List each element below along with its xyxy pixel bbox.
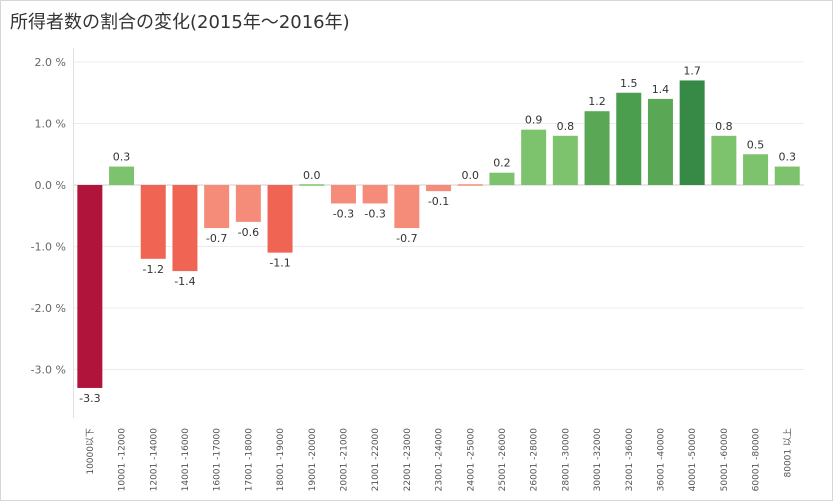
category-label: 10001 -12000 xyxy=(118,428,128,492)
bar xyxy=(77,185,103,388)
data-label: 1.2 xyxy=(588,95,606,108)
y-tick-label: 1.0 % xyxy=(35,118,66,131)
data-label: 0.8 xyxy=(715,120,733,133)
bar xyxy=(426,185,452,192)
category-label: 80001 以上 xyxy=(782,428,793,478)
data-label: -0.6 xyxy=(238,226,259,239)
data-label: 0.0 xyxy=(303,169,321,182)
bar xyxy=(140,185,166,259)
bars xyxy=(77,80,800,388)
y-tick-label: -2.0 % xyxy=(31,302,66,315)
bar xyxy=(647,98,673,185)
y-tick-label: 2.0 % xyxy=(35,56,66,69)
data-label: 0.2 xyxy=(493,157,511,170)
category-label: 21001 -22000 xyxy=(371,428,381,492)
data-label: 1.4 xyxy=(652,83,670,96)
category-label: 17001 -18000 xyxy=(244,428,254,492)
category-label: 24001 -25000 xyxy=(466,428,476,492)
data-label: 1.7 xyxy=(683,64,701,77)
category-label: 60001 -80000 xyxy=(752,428,762,492)
data-label: 0.0 xyxy=(462,169,480,182)
bar xyxy=(679,80,705,185)
category-label: 40001 -50000 xyxy=(688,428,698,492)
category-label: 36001 -40000 xyxy=(656,428,666,492)
bar xyxy=(457,184,483,186)
data-label: 0.5 xyxy=(747,138,765,151)
chart-title: 所得者数の割合の変化(2015年〜2016年) xyxy=(10,12,350,33)
data-labels: -3.3 0.3 -1.2 -1.4 -0.7 -0.6 -1.1 0.0 -0.3 -0.3 -0… xyxy=(79,64,796,405)
category-label: 16001 -17000 xyxy=(213,428,223,492)
data-label: -0.7 xyxy=(396,232,417,245)
bar xyxy=(711,135,737,185)
category-label: 30001 -32000 xyxy=(593,428,603,492)
y-axis-ticks: 2.0 % 1.0 % 0.0 % -1.0 % -2.0 % -3.0 % xyxy=(31,56,66,377)
bar xyxy=(394,185,420,229)
data-label: -0.7 xyxy=(206,232,227,245)
data-label: 0.9 xyxy=(525,114,543,127)
category-label: 50001 -60000 xyxy=(720,428,730,492)
category-label: 19001 -20000 xyxy=(308,428,318,492)
category-label: 28001 -30000 xyxy=(561,428,571,492)
bar xyxy=(172,185,198,272)
data-label: -0.3 xyxy=(333,207,354,220)
data-label: -1.1 xyxy=(269,257,290,270)
bar xyxy=(109,166,135,185)
bar xyxy=(299,184,325,186)
category-label: 12001 -14000 xyxy=(149,428,159,492)
data-label: -3.3 xyxy=(79,392,100,405)
bar xyxy=(204,185,230,229)
category-label: 10000以下 xyxy=(86,428,96,475)
data-label: 1.5 xyxy=(620,77,638,90)
data-label: 0.3 xyxy=(113,151,131,164)
bar xyxy=(743,154,769,185)
data-label: 0.8 xyxy=(557,120,575,133)
category-label: 32001 -36000 xyxy=(625,428,635,492)
category-label: 22001 -23000 xyxy=(403,428,413,492)
category-label: 25001 -26000 xyxy=(498,428,508,492)
bar xyxy=(362,185,388,204)
category-label: 26001 -28000 xyxy=(530,428,540,492)
bar xyxy=(774,166,800,185)
bar xyxy=(552,135,578,185)
bar xyxy=(584,111,610,185)
data-label: -1.2 xyxy=(143,263,164,276)
data-label: -1.4 xyxy=(174,275,195,288)
data-label: -0.3 xyxy=(364,207,385,220)
category-label: 18001 -19000 xyxy=(276,428,286,492)
bar xyxy=(267,185,293,253)
y-tick-label: -1.0 % xyxy=(31,241,66,254)
data-label: -0.1 xyxy=(428,195,449,208)
category-label: 14001 -16000 xyxy=(181,428,191,492)
y-tick-label: -3.0 % xyxy=(31,364,66,377)
bar xyxy=(489,172,515,185)
category-label: 20001 -21000 xyxy=(339,428,349,492)
category-label: 23001 -24000 xyxy=(435,428,445,492)
category-labels: 10000以下 10001 -12000 12001 -14000 14001 -16… xyxy=(86,428,793,492)
data-label: 0.3 xyxy=(779,151,797,164)
bar xyxy=(521,129,547,185)
y-tick-label: 0.0 % xyxy=(35,179,66,192)
bar xyxy=(616,92,642,185)
bar xyxy=(330,185,356,204)
bar xyxy=(235,185,261,222)
